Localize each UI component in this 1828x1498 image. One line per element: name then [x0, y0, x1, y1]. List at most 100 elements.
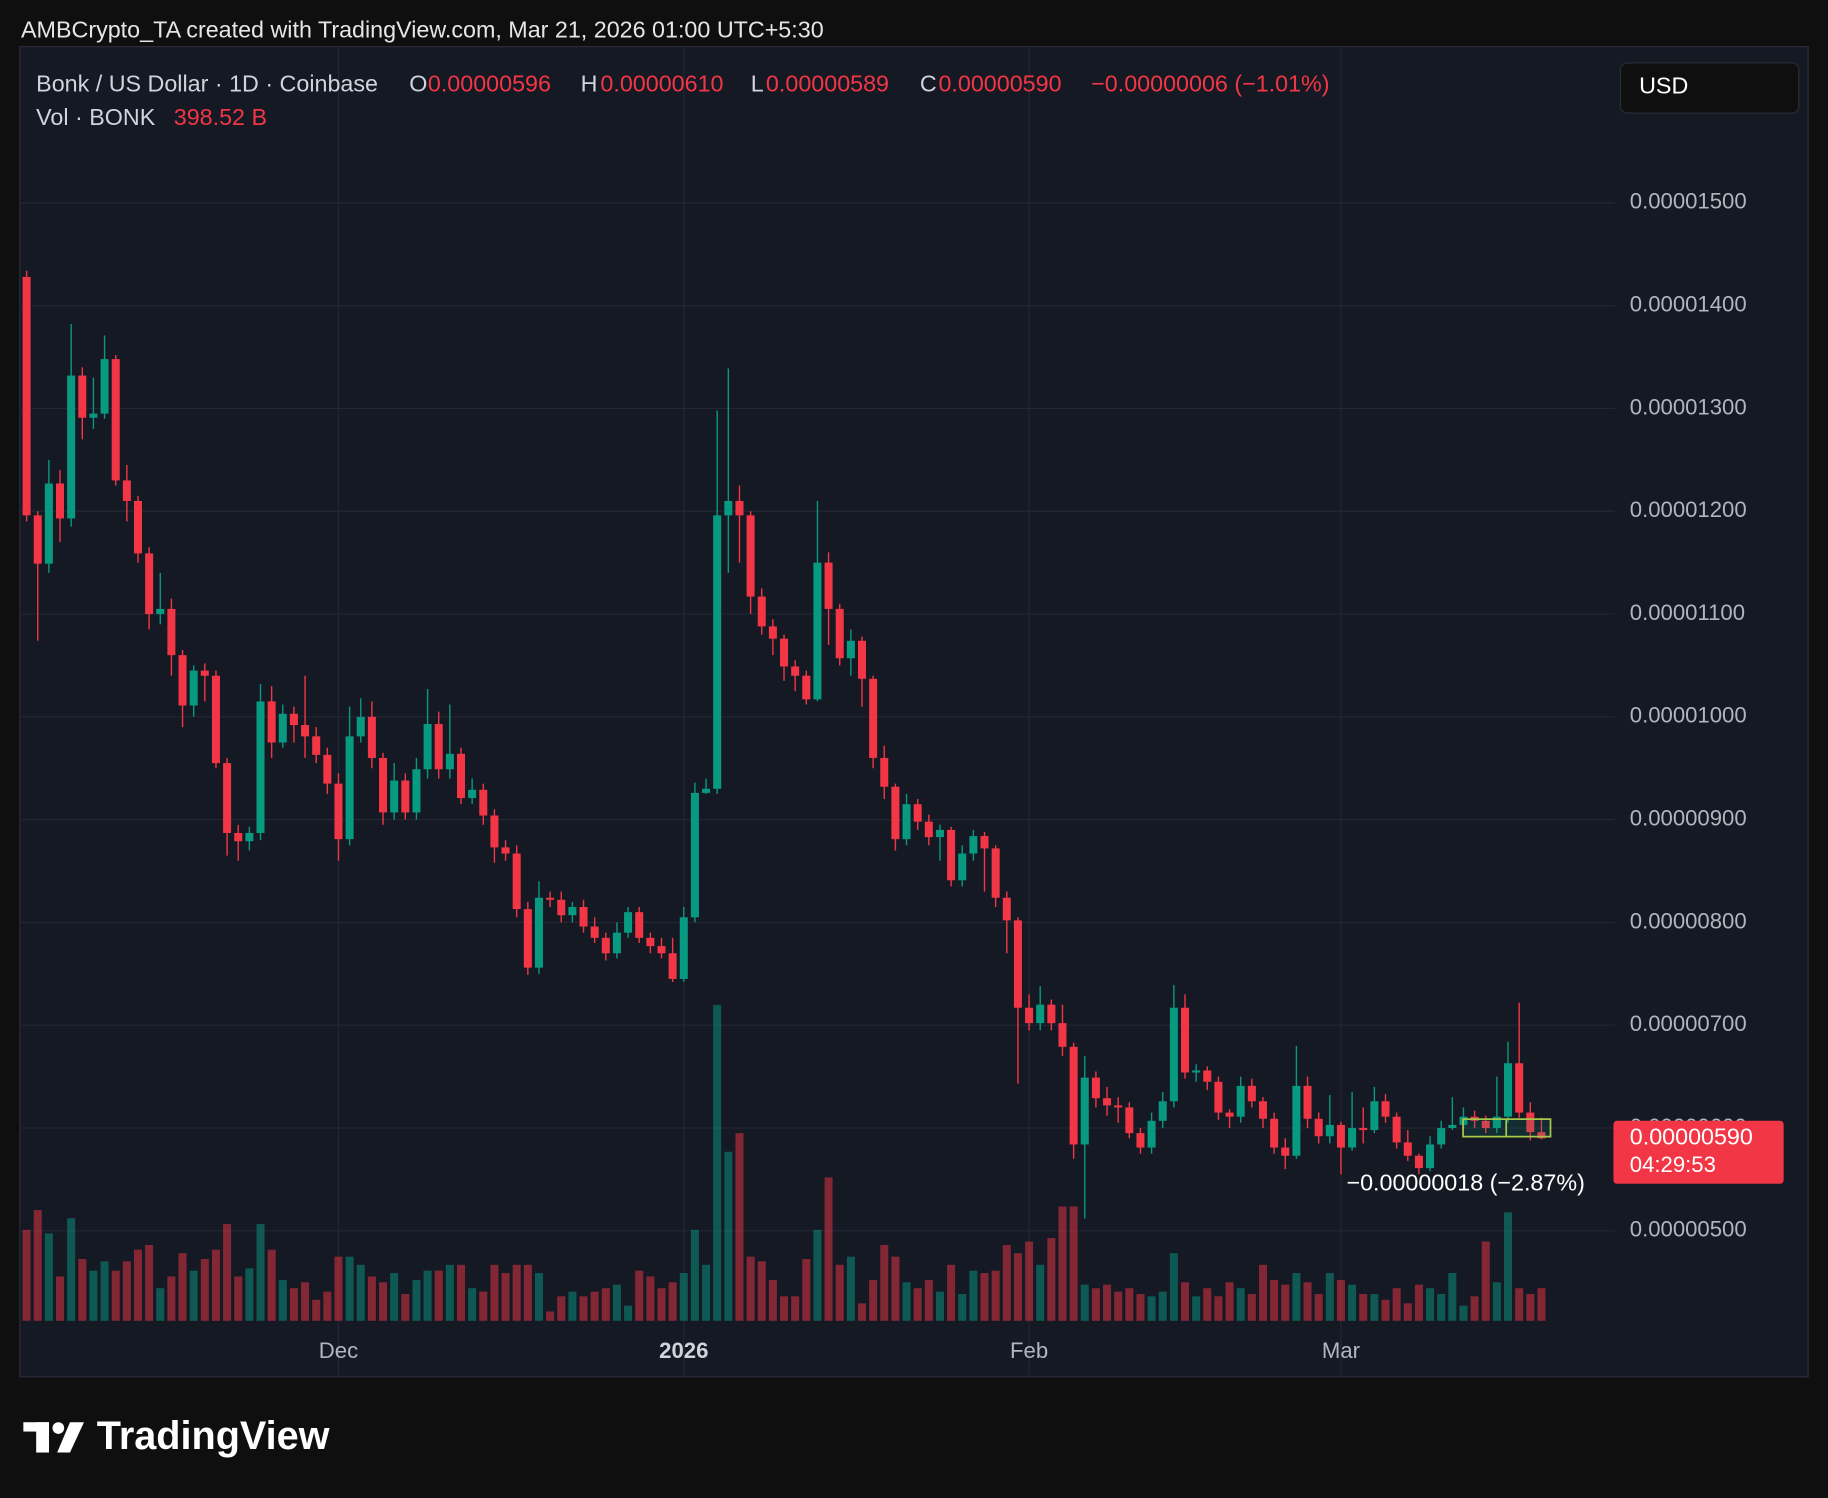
- volume-bar: [67, 1218, 76, 1321]
- candle-body: [423, 724, 432, 770]
- close-value: 0.00000590: [938, 70, 1061, 96]
- candle-body: [1314, 1118, 1323, 1137]
- volume-bar: [935, 1291, 944, 1321]
- volume-bar: [980, 1273, 989, 1321]
- candle-body: [735, 500, 744, 516]
- measure-box: [1462, 1118, 1552, 1138]
- volume-bar: [1258, 1264, 1267, 1321]
- currency-text[interactable]: USD: [1639, 73, 1688, 99]
- volume-bar: [468, 1288, 477, 1321]
- candle-body: [1381, 1101, 1390, 1117]
- volume-bar: [178, 1253, 187, 1321]
- volume-bar: [512, 1264, 521, 1321]
- candle-body: [802, 675, 811, 700]
- volume-bar: [145, 1245, 154, 1321]
- candle-body: [1058, 1023, 1067, 1047]
- volume-bar: [702, 1264, 711, 1321]
- volume-bar: [713, 1004, 722, 1321]
- volume-bar: [1359, 1294, 1368, 1321]
- volume-bar: [479, 1291, 488, 1321]
- volume-bar: [958, 1294, 967, 1321]
- volume-bar: [1426, 1288, 1435, 1321]
- candle-body: [690, 792, 699, 918]
- candle-body: [278, 713, 287, 743]
- candle-body: [991, 848, 1000, 898]
- volume-bar: [111, 1270, 120, 1321]
- candle-body: [479, 789, 488, 816]
- volume-bar: [601, 1288, 610, 1321]
- candle-body: [624, 912, 633, 933]
- logo-slash: [57, 1422, 84, 1453]
- volume-bar: [523, 1264, 532, 1321]
- volume-bar: [1381, 1299, 1390, 1321]
- volume-bar: [590, 1291, 599, 1321]
- candle-body: [100, 359, 109, 414]
- volume-bar: [1192, 1296, 1201, 1321]
- candle-body: [702, 788, 711, 793]
- candle-body: [612, 932, 621, 954]
- volume-bar: [646, 1276, 655, 1321]
- volume-bar: [367, 1276, 376, 1321]
- volume-bar: [557, 1296, 566, 1321]
- candle-body: [256, 701, 265, 833]
- volume-bar: [1504, 1212, 1513, 1321]
- volume-bar: [234, 1276, 243, 1321]
- candle-body: [1002, 897, 1011, 921]
- candle-body: [1403, 1142, 1412, 1156]
- candle-body: [78, 375, 87, 418]
- candle-body: [1203, 1070, 1212, 1082]
- candle-body: [1047, 1004, 1056, 1024]
- volume-bar: [445, 1264, 454, 1321]
- candle-body: [1481, 1120, 1490, 1129]
- candle-body: [133, 500, 142, 554]
- volume-bar: [1214, 1296, 1223, 1321]
- candle-body: [1526, 1112, 1535, 1133]
- candle-body: [935, 829, 944, 838]
- volume-bar: [1470, 1296, 1479, 1321]
- candle-body: [356, 716, 365, 737]
- candle-body: [757, 596, 766, 627]
- candle-body: [211, 675, 220, 764]
- open-label: O: [409, 70, 427, 96]
- candle-body: [891, 786, 900, 840]
- volume-bar: [456, 1264, 466, 1321]
- currency-button[interactable]: [1619, 62, 1800, 114]
- volume-bar: [423, 1270, 432, 1321]
- volume-bar: [668, 1282, 677, 1321]
- candle-body: [312, 736, 321, 755]
- candle-body: [301, 725, 310, 737]
- volume-bar: [534, 1273, 543, 1321]
- volume-bar: [211, 1249, 220, 1321]
- candle-body: [178, 655, 187, 706]
- high-value: 0.00000610: [600, 70, 723, 96]
- low-label: L: [751, 70, 764, 96]
- volume-bar: [334, 1256, 343, 1321]
- y-tick-label: 0.00000800: [1630, 908, 1747, 933]
- volume-bar: [1414, 1284, 1423, 1321]
- volume-bar: [1080, 1284, 1089, 1321]
- candle-body: [412, 769, 421, 813]
- candle-body: [724, 500, 733, 516]
- volume-bar: [1325, 1273, 1334, 1321]
- candle-body: [1270, 1118, 1279, 1148]
- volume-bar: [880, 1245, 889, 1321]
- volume-bar: [1292, 1273, 1301, 1321]
- volume-bar: [1314, 1294, 1323, 1321]
- volume-bar: [1203, 1288, 1212, 1321]
- candle-body: [111, 359, 120, 481]
- volume-bar: [624, 1305, 633, 1321]
- last-price-label: 0.00000590: [1630, 1123, 1753, 1149]
- candle-body: [846, 640, 855, 659]
- last-price-box: [1613, 1120, 1784, 1184]
- volume-bar: [1058, 1206, 1067, 1321]
- candle-body: [367, 716, 376, 758]
- candle-body: [857, 640, 866, 679]
- volume-bar: [824, 1177, 833, 1321]
- candle-body: [456, 753, 466, 799]
- candle-body: [780, 638, 789, 667]
- volume-bar: [44, 1233, 53, 1321]
- volume-bar: [278, 1280, 287, 1321]
- change-value: −0.00000006 (−1.01%): [1091, 70, 1329, 96]
- candle-body: [523, 909, 532, 968]
